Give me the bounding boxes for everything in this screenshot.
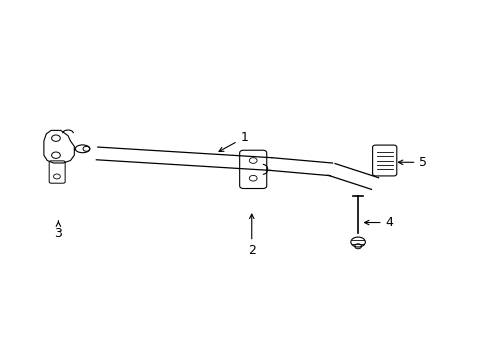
Text: 3: 3 xyxy=(54,221,62,240)
Text: 5: 5 xyxy=(398,156,427,169)
Text: 2: 2 xyxy=(247,214,255,257)
Text: 4: 4 xyxy=(364,216,393,229)
Text: 1: 1 xyxy=(219,131,248,152)
